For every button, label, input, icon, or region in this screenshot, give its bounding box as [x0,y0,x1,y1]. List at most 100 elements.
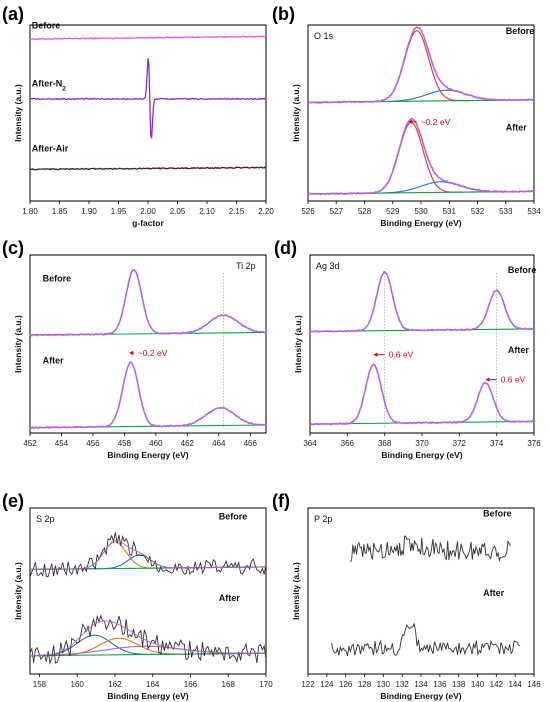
x-axis-title-b: Binding Energy (eV) [380,218,461,228]
fit-component-b-1-0 [307,121,535,195]
shift-label-c-0: ~0.2 eV [138,348,168,358]
corner-label-e: S 2p [36,514,55,524]
x-tick-label-a-5: 2.05 [170,207,186,216]
shift-arrowhead-b-0 [408,119,413,125]
x-tick-label-e-4: 166 [184,680,198,689]
series-label-e-0: Before [219,512,248,522]
plot-frame-a [29,24,267,202]
series-label-c-0: Before [43,274,72,284]
fit-component-b-0-0 [307,30,535,103]
series-label-f-0: Before [483,508,512,518]
panel-f: (f) 122 124 126 128 130 132 134 136 138 140 142 144 1… [272,491,541,701]
y-axis-title-a: Intensity (a.u.) [13,84,23,142]
x-tick-label-a-4: 2.00 [140,207,156,216]
panel-c: (c) 452 454 456 458 460 462 464 466 Binding Energ… [2,238,267,460]
x-tick-label-c-4: 460 [149,439,163,448]
spectrum-line-e-1 [29,614,267,665]
y-axis-title-d: Intensity (a.u.) [293,315,303,373]
x-tick-label-f-1: 124 [320,680,334,689]
series-line-a-1 [29,58,267,139]
series-label-e-1: After [219,593,240,603]
x-tick-label-a-6: 2.10 [199,207,215,216]
shift-label-d-1: 0.6 eV [501,375,526,385]
x-tick-label-f-0: 122 [301,680,315,689]
spectrum-line-c-0 [29,269,267,337]
series-line-a-2 [29,166,267,171]
x-tick-label-e-2: 162 [108,680,122,689]
x-tick-label-a-7: 2.15 [229,207,245,216]
spectrum-line-b-1 [307,117,535,196]
series-label-a-0: Before [32,21,61,31]
envelope-line-e-1 [29,620,267,657]
panel-d: (d) 364 366 368 370 372 374 376 Binding Energy (… [274,238,541,460]
spectrum-line-c-1 [29,361,267,430]
spectrum-line-f-1 [331,622,521,657]
x-tick-label-d-6: 376 [527,439,541,448]
x-tick-label-b-8: 534 [527,207,541,216]
spectrum-line-f-0 [349,535,511,563]
series-label-a-2: After-Air [32,144,69,154]
x-tick-label-b-4: 530 [414,207,428,216]
x-tick-label-f-5: 132 [395,680,409,689]
panel-letter-a: (a) [2,4,24,24]
x-tick-label-c-3: 458 [118,439,132,448]
series-label-f-1: After [483,588,504,598]
x-axis-title-d: Binding Energy (eV) [381,450,462,460]
x-axis-title-c: Binding Energy (eV) [107,450,188,460]
x-tick-label-b-1: 527 [330,207,344,216]
panel-letter-e: (e) [2,491,24,511]
x-tick-label-a-8: 2.20 [258,207,274,216]
x-tick-label-d-3: 370 [415,439,429,448]
x-axis-title-e: Binding Energy (eV) [107,691,188,701]
x-tick-label-c-5: 462 [181,439,195,448]
panel-letter-c: (c) [2,238,24,258]
x-axis-title-f: Binding Energy (eV) [380,691,461,701]
corner-label-b: O 1s [314,31,334,41]
x-tick-label-c-6: 464 [212,439,226,448]
corner-label-f: P 2p [314,514,332,524]
spectrum-line-e-0 [29,532,267,578]
series-line-a-0 [29,35,267,41]
x-tick-label-a-2: 1.90 [81,207,97,216]
x-tick-label-b-3: 529 [386,207,400,216]
corner-label-d: Ag 3d [316,261,340,271]
x-tick-label-b-2: 528 [358,207,372,216]
x-tick-label-d-0: 364 [303,439,317,448]
x-tick-label-f-8: 138 [452,680,466,689]
series-label-a-1: After-N2 [32,79,67,93]
y-axis-title-b: Intensity (a.u.) [291,84,301,142]
x-tick-label-b-5: 531 [443,207,457,216]
x-tick-label-a-3: 1.95 [111,207,127,216]
panel-a: (a) 1.80 1.85 1.90 1.95 2.00 2.05 2.10 2.15 2.20 g… [2,4,274,228]
panel-letter-b: (b) [272,4,295,24]
x-tick-label-d-5: 374 [490,439,504,448]
shift-label-b-0: ~0.2 eV [421,117,451,127]
shift-arrowhead-c-0 [129,350,134,356]
x-tick-label-c-1: 454 [55,439,69,448]
x-tick-label-f-2: 126 [339,680,353,689]
plot-frame-b [307,24,535,202]
x-tick-label-e-5: 168 [222,680,236,689]
x-tick-label-b-7: 533 [499,207,513,216]
y-axis-title-e: Intensity (a.u.) [13,562,23,620]
x-tick-label-f-12: 146 [527,680,541,689]
x-tick-label-f-4: 130 [377,680,391,689]
x-tick-label-d-1: 366 [341,439,355,448]
panel-b: (b) 526 527 528 529 530 531 532 533 534 Binding En… [272,4,541,228]
panel-letter-d: (d) [274,238,297,258]
x-axis-title-a: g-factor [132,218,164,228]
subscript: 2 [62,85,66,92]
x-tick-label-a-1: 1.85 [52,207,68,216]
y-axis-title-f: Intensity (a.u.) [291,562,301,620]
series-label-b-1: After [506,123,527,133]
x-tick-label-e-1: 160 [71,680,85,689]
series-label-d-0: Before [508,265,537,275]
x-tick-label-f-10: 142 [490,680,504,689]
series-label-c-1: After [43,356,64,366]
x-tick-label-c-7: 466 [244,439,258,448]
plot-frame-c [29,254,267,434]
x-tick-label-a-0: 1.80 [22,207,38,216]
corner-label-c: Ti 2p [236,261,256,271]
shift-arrowhead-d-0 [373,352,378,357]
